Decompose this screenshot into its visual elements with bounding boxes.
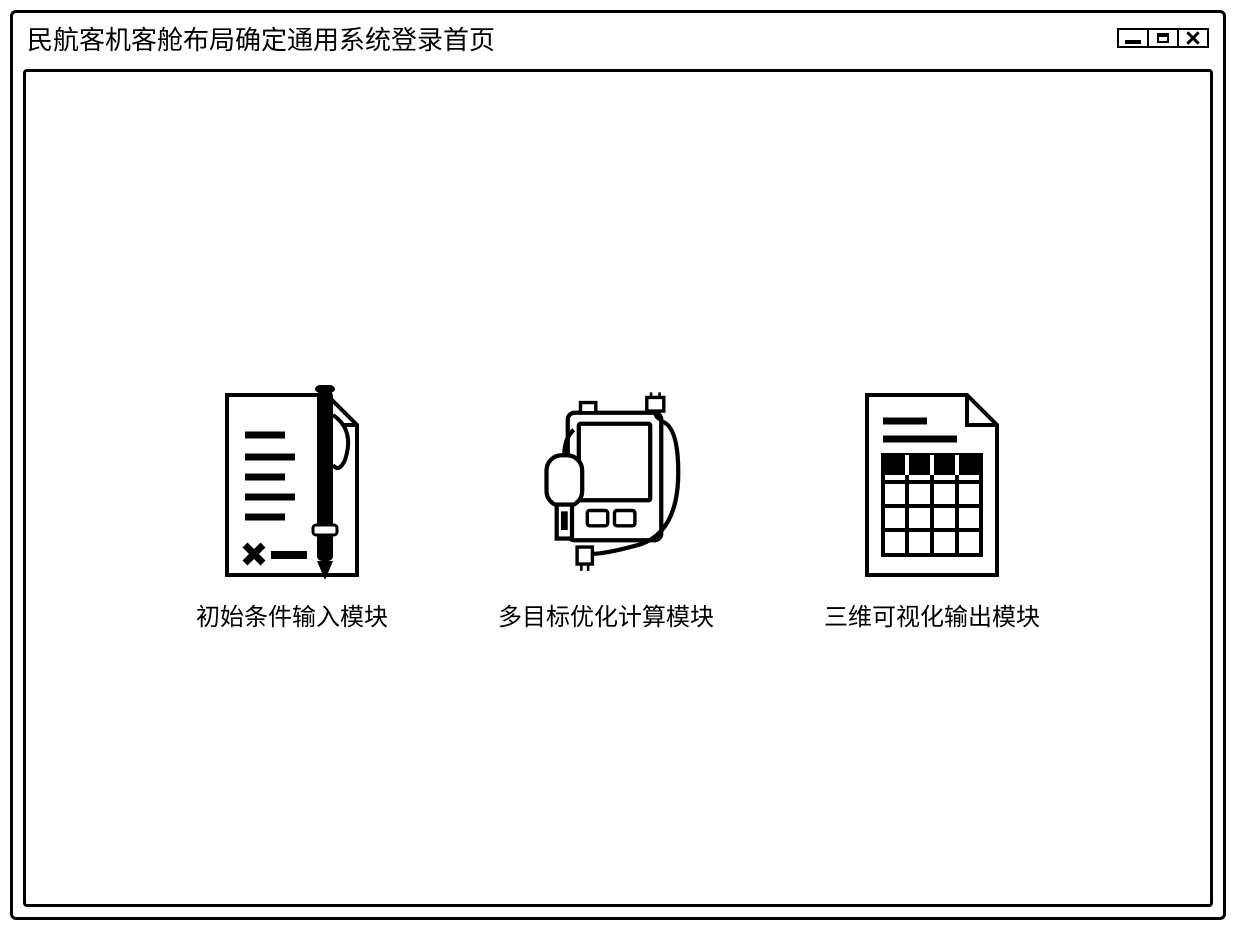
module-input-label: 初始条件输入模块 bbox=[196, 597, 388, 632]
document-pen-icon bbox=[207, 385, 377, 585]
module-output[interactable]: 三维可视化输出模块 bbox=[824, 385, 1040, 632]
close-icon[interactable] bbox=[1177, 28, 1209, 48]
minimize-icon[interactable] bbox=[1117, 28, 1149, 48]
titlebar: 民航客机客舱布局确定通用系统登录首页 bbox=[13, 13, 1223, 63]
content-panel: 初始条件输入模块 bbox=[23, 69, 1213, 907]
maximize-icon[interactable] bbox=[1147, 28, 1179, 48]
app-window: 民航客机客舱布局确定通用系统登录首页 bbox=[10, 10, 1226, 920]
window-controls bbox=[1117, 28, 1209, 48]
window-title: 民航客机客舱布局确定通用系统登录首页 bbox=[27, 20, 495, 57]
module-output-label: 三维可视化输出模块 bbox=[824, 597, 1040, 632]
modules-row: 初始条件输入模块 bbox=[196, 385, 1040, 632]
module-compute-label: 多目标优化计算模块 bbox=[498, 597, 714, 632]
document-grid-icon bbox=[847, 385, 1017, 585]
module-input[interactable]: 初始条件输入模块 bbox=[196, 385, 388, 632]
module-compute[interactable]: 多目标优化计算模块 bbox=[498, 385, 714, 632]
device-cable-icon bbox=[521, 385, 691, 585]
